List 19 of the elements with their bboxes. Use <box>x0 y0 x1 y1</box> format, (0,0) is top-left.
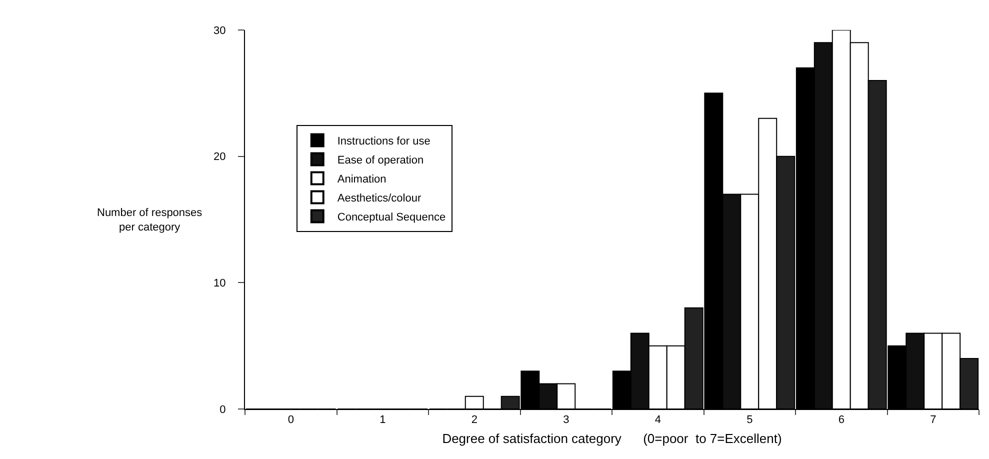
x-tick-label: 5 <box>746 414 753 426</box>
y-axis-title: Number of responses per category <box>97 207 203 234</box>
x-tick-label: 0 <box>288 414 294 426</box>
x-tick-label: 2 <box>471 414 478 426</box>
y-tick-label: 30 <box>214 24 226 37</box>
y-tick-label: 0 <box>220 404 226 416</box>
y-tick-label: 20 <box>214 151 226 164</box>
legend-label: Animation <box>337 174 386 186</box>
legend-label: Ease of operation <box>337 154 424 167</box>
legend-label: Conceptual Sequence <box>337 212 446 224</box>
x-tick-label: 6 <box>838 414 844 426</box>
y-tick-label: 10 <box>214 278 226 290</box>
x-axis-title: Degree of satisfaction category (0=poor to 7=Excellent) <box>442 430 782 446</box>
x-tick-label: 3 <box>563 414 570 426</box>
x-tick-label: 1 <box>380 414 386 426</box>
legend-label: Aesthetics/colour <box>337 192 422 205</box>
x-tick-label: 4 <box>654 414 661 426</box>
legend-label: Instructions for use <box>337 136 430 148</box>
x-tick-label: 7 <box>930 414 936 426</box>
